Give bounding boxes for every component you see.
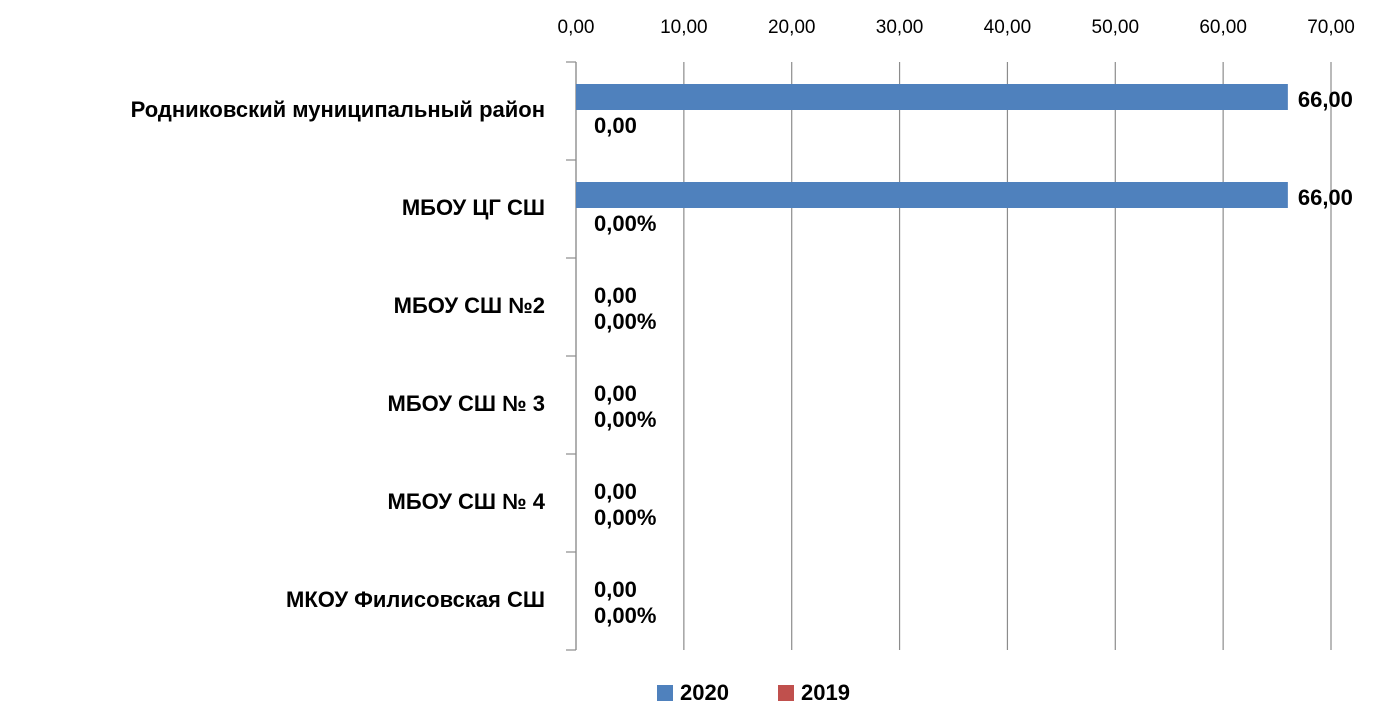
value-label: 0,00% [594, 603, 656, 628]
x-tick-label: 50,00 [1092, 17, 1140, 38]
x-tick-label: 10,00 [660, 17, 708, 38]
legend-swatch [778, 685, 794, 701]
x-tick-label: 20,00 [768, 17, 816, 38]
value-label: 66,00 [1298, 185, 1353, 210]
value-label: 0,00 [594, 113, 637, 138]
legend-label: 2019 [801, 680, 850, 705]
category-label: МБОУ ЦГ СШ [402, 195, 545, 220]
value-label: 0,00 [594, 577, 637, 602]
category-label: Родниковский муниципальный район [131, 97, 545, 122]
value-label: 0,00% [594, 505, 656, 530]
value-label: 0,00 [594, 479, 637, 504]
legend-label: 2020 [680, 680, 729, 705]
x-tick-label: 40,00 [984, 17, 1032, 38]
bar [576, 182, 1288, 208]
x-tick-label: 30,00 [876, 17, 924, 38]
legend-swatch [657, 685, 673, 701]
category-label: МБОУ СШ № 4 [388, 489, 546, 514]
category-label: МКОУ Филисовская СШ [286, 587, 545, 612]
value-label: 0,00 [594, 381, 637, 406]
category-label: МБОУ СШ № 3 [388, 391, 545, 416]
x-tick-label: 70,00 [1307, 17, 1355, 38]
x-tick-label: 0,00 [558, 17, 595, 38]
x-tick-label: 60,00 [1199, 17, 1247, 38]
category-label: МБОУ СШ №2 [394, 293, 545, 318]
bar [576, 84, 1288, 110]
value-label: 0,00 [594, 283, 637, 308]
value-label: 0,00% [594, 211, 656, 236]
value-label: 0,00% [594, 309, 656, 334]
value-label: 0,00% [594, 407, 656, 432]
value-label: 66,00 [1298, 87, 1353, 112]
